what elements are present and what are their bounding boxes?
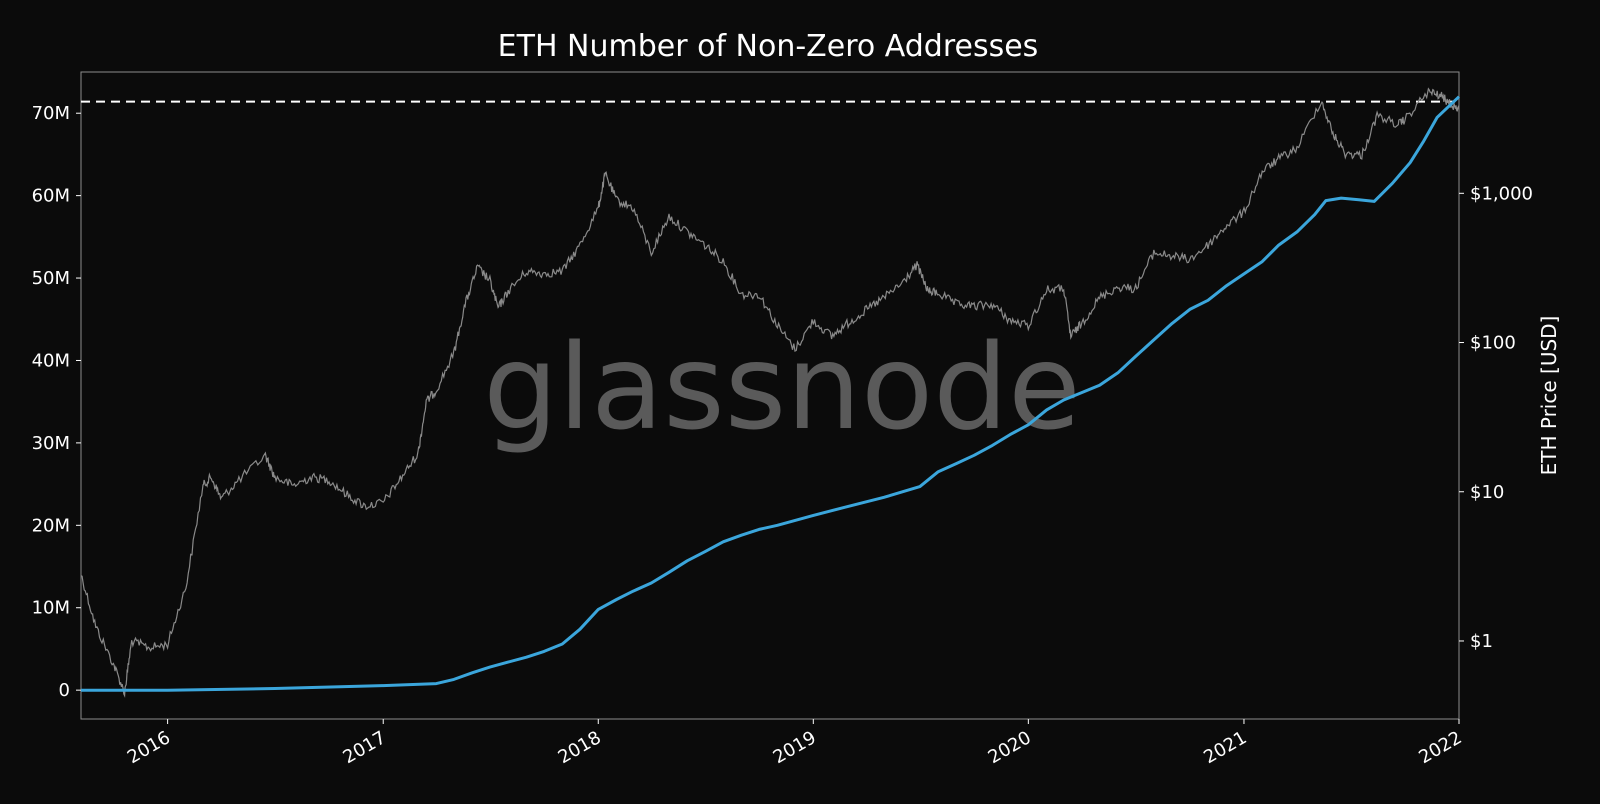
right-tick-label: $1,000 — [1470, 183, 1533, 204]
right-tick-label: $100 — [1470, 333, 1516, 354]
x-axis: 2016 2017 2018 2019 2020 2021 2022 — [124, 719, 1466, 768]
left-tick-label: 0 — [59, 680, 70, 701]
right-tick-label: $10 — [1470, 482, 1504, 503]
x-tick-label: 2018 — [555, 727, 605, 768]
left-tick-label: 60M — [32, 186, 70, 207]
x-tick-label: 2021 — [1200, 727, 1250, 768]
plot-frame — [80, 71, 1460, 720]
left-tick-label: 70M — [32, 103, 70, 124]
left-tick-label: 10M — [32, 598, 70, 619]
x-tick-label: 2019 — [770, 727, 820, 768]
x-tick-label: 2016 — [124, 727, 174, 768]
left-tick-label: 50M — [32, 268, 70, 289]
left-tick-label: 40M — [32, 350, 70, 371]
right-axis: $1 $10 $100 $1,000 — [1459, 183, 1533, 652]
price-series-layer — [80, 87, 1460, 698]
right-axis-label: ETH Price [USD] — [1537, 316, 1561, 476]
x-tick-label: 2020 — [985, 727, 1035, 768]
addresses-series-layer — [81, 95, 1461, 692]
chart-title: ETH Number of Non-Zero Addresses — [498, 29, 1039, 64]
left-tick-label: 30M — [32, 433, 70, 454]
left-tick-label: 20M — [32, 515, 70, 536]
left-axis: 0 10M 20M 30M 40M 50M 60M 70M — [32, 103, 81, 701]
x-tick-label: 2017 — [340, 727, 390, 768]
eth-price-line — [80, 87, 1460, 698]
x-tick-label: 2022 — [1415, 727, 1465, 768]
watermark-logo: glassnode — [483, 318, 1080, 456]
right-tick-label: $1 — [1470, 631, 1493, 652]
non-zero-addresses-line — [81, 95, 1461, 692]
